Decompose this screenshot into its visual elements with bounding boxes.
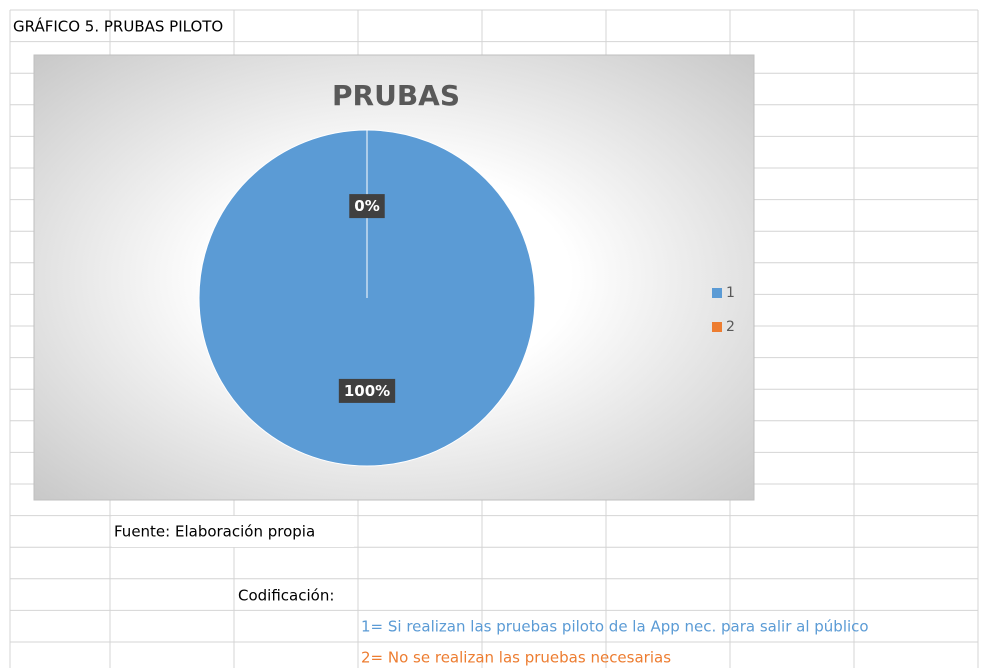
legend-swatch xyxy=(712,288,722,298)
coding-title: Codificación: xyxy=(238,587,334,605)
cell-bg xyxy=(112,516,354,547)
legend-swatch xyxy=(712,322,722,332)
pie: 100% 0% xyxy=(198,129,536,467)
data-label: 0% xyxy=(354,197,379,215)
coding-line: 1= Si realizan las pruebas piloto de la … xyxy=(361,618,869,636)
data-label-box xyxy=(349,194,385,219)
sheet-heading: GRÁFICO 5. PRUBAS PILOTO xyxy=(13,17,223,36)
coding-line: 2= No se realizan las pruebas necesarias xyxy=(361,649,671,667)
source-note: Fuente: Elaboración propia xyxy=(114,523,315,541)
legend-label: 2 xyxy=(726,319,735,335)
data-label-box xyxy=(338,378,396,403)
chart-title: PRUBAS xyxy=(332,79,460,112)
data-label: 100% xyxy=(344,382,390,400)
legend-label: 1 xyxy=(726,285,735,301)
